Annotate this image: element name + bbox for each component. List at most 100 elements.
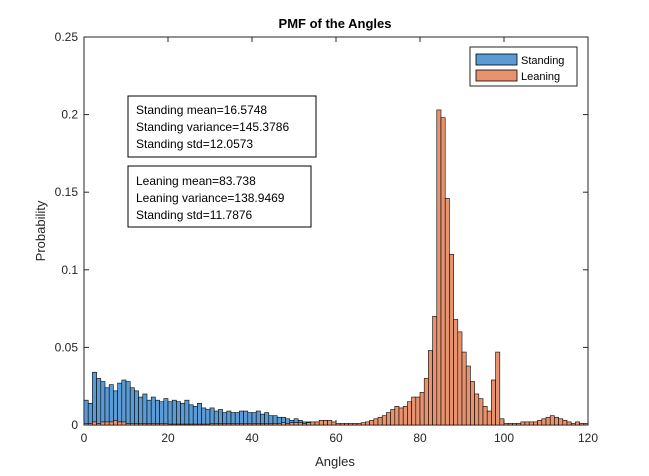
standing-bar [188, 404, 194, 426]
legend-label-standing: Standing [521, 55, 564, 67]
plot-area [83, 36, 589, 426]
standing-bar [155, 399, 160, 426]
standing-bar [192, 406, 198, 426]
leaning-bar [474, 393, 480, 426]
standing-bar [113, 390, 118, 426]
leaning-bar [386, 412, 391, 426]
annotation-leaning-variance: Leaning variance=138.9469 [136, 191, 285, 205]
leaning-bar [297, 422, 303, 426]
leaning-bar [444, 198, 450, 426]
leaning-bar [314, 421, 320, 426]
leaning-bar [499, 418, 505, 426]
leaning-bar [239, 423, 244, 426]
leaning-bar [293, 422, 299, 426]
standing-bar [87, 402, 93, 426]
leaning-bar [121, 421, 127, 426]
leaning-bar [260, 423, 265, 426]
leaning-bar [428, 350, 433, 426]
leaning-bars [83, 109, 589, 426]
leaning-bar [96, 423, 102, 426]
leaning-bar [465, 365, 471, 426]
standing-bar [142, 393, 148, 426]
leaning-bar [276, 423, 282, 426]
standing-bar [167, 401, 173, 426]
leaning-bar [176, 423, 181, 426]
standing-bar [205, 409, 211, 426]
leaning-bar [92, 421, 97, 426]
leaning-bar [264, 423, 270, 426]
standing-bar [197, 402, 202, 426]
y-tick-label: 0.2 [61, 108, 78, 122]
leaning-bar [226, 423, 232, 426]
leaning-bar [335, 423, 341, 426]
x-tick-label: 60 [329, 431, 343, 445]
leaning-bar [163, 423, 169, 426]
leaning-bar [436, 109, 442, 426]
standing-bar [251, 412, 257, 426]
leaning-bar [461, 351, 467, 426]
standing-bar [255, 410, 261, 426]
leaning-bar [117, 421, 123, 426]
leaning-bar [537, 420, 543, 426]
leaning-bar [159, 423, 165, 426]
leaning-bar [394, 406, 400, 426]
leaning-bar [230, 423, 236, 426]
leaning-bar [146, 423, 152, 426]
y-tick-label: 0.15 [55, 185, 79, 199]
y-tick-label: 0.05 [55, 340, 79, 354]
leaning-bar [373, 418, 379, 426]
leaning-bar [205, 423, 211, 426]
annotation-box-standing: Standing mean=16.5748 Standing variance=… [127, 95, 317, 158]
standing-bar [171, 399, 177, 426]
leaning-bar [113, 420, 118, 426]
x-tick-label: 0 [81, 431, 88, 445]
leaning-bar [302, 423, 307, 426]
standing-bar [184, 399, 190, 426]
leaning-bar [209, 423, 215, 426]
standing-bar [247, 412, 253, 426]
y-axis-ticks: 0 0.05 0.1 0.15 0.2 0.25 [55, 30, 588, 432]
standing-bar [150, 396, 156, 426]
leaning-bar [180, 423, 186, 426]
standing-bar [209, 407, 215, 426]
leaning-bar [171, 423, 177, 426]
leaning-bar [457, 331, 463, 426]
leaning-bar [575, 421, 580, 426]
leaning-bar [554, 416, 559, 426]
standing-bar [213, 410, 219, 426]
standing-bar [264, 412, 270, 426]
leaning-bar [184, 423, 190, 426]
leaning-bar [310, 421, 316, 426]
leaning-bar [138, 423, 144, 426]
leaning-bar [432, 316, 438, 426]
standing-bar [104, 387, 110, 426]
leaning-bar [318, 420, 324, 426]
leaning-bar [327, 420, 333, 426]
leaning-bar [142, 423, 148, 426]
leaning-bar [356, 423, 362, 426]
leaning-bar [398, 407, 404, 426]
standing-bar [234, 412, 240, 426]
standing-bar [125, 381, 131, 426]
standing-bar [218, 409, 223, 426]
leaning-bar [339, 423, 345, 426]
x-axis-label: Angles [315, 454, 355, 469]
standing-bar [163, 398, 169, 426]
leaning-bar [419, 392, 425, 426]
x-axis-ticks: 0 20 40 60 80 100 120 [81, 37, 598, 445]
leaning-bar [528, 421, 534, 426]
leaning-bar [285, 423, 291, 426]
leaning-bar [213, 423, 219, 426]
leaning-bar [545, 416, 551, 426]
leaning-bar [134, 423, 139, 426]
leaning-bar [478, 398, 484, 426]
legend-swatch-leaning [475, 69, 518, 82]
leaning-bar [247, 423, 253, 426]
standing-bar [201, 407, 207, 426]
annotation-box-standing-border [127, 95, 317, 158]
leaning-bar [541, 418, 547, 426]
leaning-bar [150, 423, 156, 426]
annotation-standing-std: Standing std=12.0573 [136, 137, 253, 151]
leaning-bar [407, 401, 412, 426]
